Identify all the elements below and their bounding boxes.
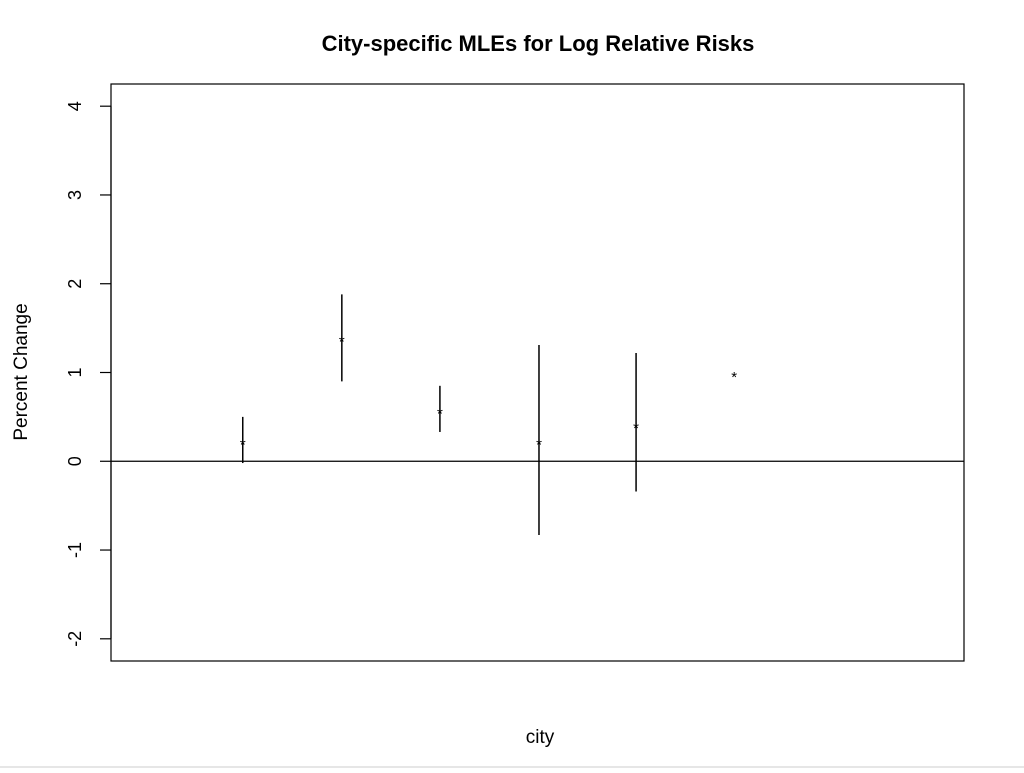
y-tick-label: -2 [65,631,85,647]
point-marker: * [240,437,246,454]
point-marker: * [339,334,345,351]
y-tick-label: 3 [65,190,85,200]
point-marker: * [633,420,639,437]
y-tick-label: 0 [65,456,85,466]
x-axis-label: city [526,727,555,748]
y-axis: -2 -1 0 1 2 3 4 [65,101,112,647]
point-marker: * [437,406,443,423]
point-marker: * [731,369,737,386]
chart-title: City-specific MLEs for Log Relative Risk… [322,31,755,56]
bottom-strip [0,766,1024,768]
y-tick-label: 2 [65,279,85,289]
point-marker: * [536,437,542,454]
y-axis-label: Percent Change [11,303,32,440]
plot-frame [110,83,965,662]
point-markers: * * * * * * [240,334,737,454]
error-bars [242,294,637,535]
y-tick-label: -1 [65,542,85,558]
y-tick-label: 4 [65,101,85,111]
y-tick-label: 1 [65,367,85,377]
